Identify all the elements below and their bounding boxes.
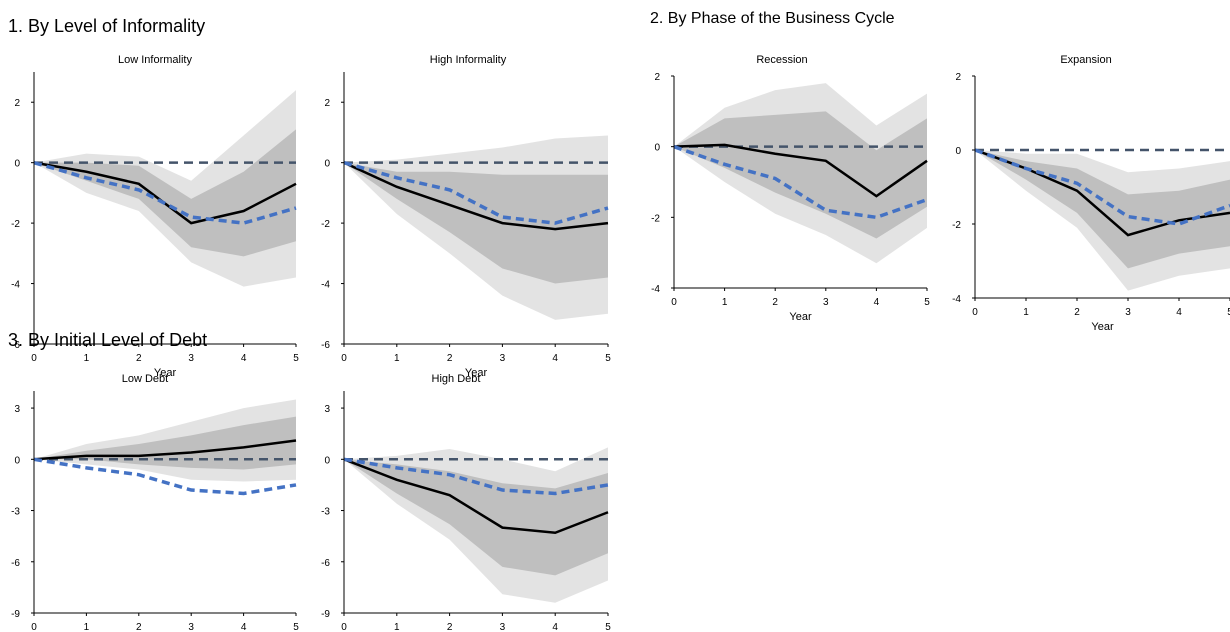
x-tick-label: 2: [772, 297, 778, 308]
x-tick-label: 0: [341, 353, 347, 364]
x-tick-label: 3: [188, 353, 194, 364]
x-tick-label: 2: [136, 353, 142, 364]
x-tick-label: 1: [84, 353, 90, 364]
x-tick-label: 2: [136, 622, 142, 632]
panel-title: High Informality: [430, 54, 507, 66]
x-tick-label: 1: [394, 353, 400, 364]
x-tick-label: 4: [552, 622, 558, 632]
y-tick-label: -2: [11, 219, 20, 230]
panel-expansion: -4 -2 0 2 0 1 2 3 4 5 Expansion Year: [952, 54, 1230, 333]
x-axis-label: Year: [154, 367, 177, 379]
x-tick-label: 1: [722, 297, 728, 308]
x-tick-label: 4: [874, 297, 880, 308]
x-tick-label: 3: [823, 297, 829, 308]
x-tick-label: 1: [394, 622, 400, 632]
section-title-informality: 1. By Level of Informality: [8, 16, 206, 36]
y-tick-label: 0: [324, 455, 330, 466]
x-axis-label: Year: [465, 367, 488, 379]
inner-confidence-band: [674, 111, 927, 239]
x-axis-label: Year: [789, 311, 812, 323]
panel-high-informality: -6 -4 -2 0 2 0 1 2 3 4 5 High Informality Year: [321, 54, 611, 379]
x-tick-label: 0: [972, 307, 978, 318]
panel-title: Expansion: [1060, 54, 1111, 66]
x-tick-label: 4: [241, 353, 247, 364]
dashed-line: [974, 148, 1230, 226]
x-tick-label: 2: [447, 353, 453, 364]
y-tick-label: -9: [321, 609, 330, 620]
x-tick-label: 2: [1074, 307, 1080, 318]
inner-confidence-band: [344, 162, 608, 284]
x-tick-label: 5: [1227, 307, 1230, 318]
main-line: [343, 458, 609, 535]
section-title-business-cycle: 2. By Phase of the Business Cycle: [650, 10, 895, 27]
x-tick-label: 5: [605, 622, 611, 632]
y-tick-label: -2: [321, 219, 330, 230]
x-tick-label: 4: [1176, 307, 1182, 318]
y-tick-label: -2: [952, 220, 961, 231]
x-tick-label: 5: [924, 297, 930, 308]
x-tick-label: 5: [293, 622, 299, 632]
y-tick-label: -3: [11, 507, 20, 518]
dashed-line: [343, 457, 609, 496]
main-line: [33, 439, 297, 461]
y-tick-label: -6: [321, 340, 330, 351]
panel-low-informality: -6 -4 -2 0 2 0 1 2 3 4 5 Low Informality Year: [11, 54, 299, 379]
panel-title: High Debt: [432, 373, 481, 385]
dashed-line: [673, 145, 928, 220]
x-tick-label: 3: [188, 622, 194, 632]
x-tick-label: 1: [84, 622, 90, 632]
x-tick-label: 5: [605, 353, 611, 364]
panel-title: Recession: [756, 54, 807, 66]
x-tick-label: 2: [447, 622, 453, 632]
y-tick-label: 2: [654, 72, 660, 83]
y-tick-label: -9: [11, 609, 20, 620]
y-tick-label: 0: [14, 159, 20, 170]
x-tick-label: 5: [293, 353, 299, 364]
main-line: [343, 161, 609, 231]
dashed-line: [343, 160, 609, 225]
y-tick-label: 2: [14, 98, 20, 109]
y-tick-label: -6: [321, 558, 330, 569]
dashed-line: [33, 160, 297, 225]
y-tick-label: -4: [952, 294, 961, 305]
y-tick-label: -4: [11, 280, 20, 291]
section-title-debt: 3. By Initial Level of Debt: [8, 330, 208, 350]
y-tick-label: -4: [321, 280, 330, 291]
panel-title: Low Debt: [122, 373, 168, 385]
y-tick-label: -6: [11, 558, 20, 569]
x-tick-label: 0: [31, 622, 37, 632]
x-tick-label: 3: [500, 622, 506, 632]
x-axis-label: Year: [1091, 321, 1114, 333]
main-line: [673, 143, 928, 198]
x-tick-label: 0: [671, 297, 677, 308]
x-tick-label: 4: [241, 622, 247, 632]
y-tick-label: 0: [955, 146, 961, 157]
inner-confidence-band: [34, 129, 296, 257]
inner-confidence-band: [344, 459, 608, 576]
x-tick-label: 4: [552, 353, 558, 364]
x-tick-label: 3: [1125, 307, 1131, 318]
dashed-line: [33, 457, 297, 496]
y-tick-label: -6: [11, 340, 20, 351]
y-tick-label: 0: [324, 159, 330, 170]
panel-title: Low Informality: [118, 54, 192, 66]
y-tick-label: 0: [654, 143, 660, 154]
x-tick-label: 1: [1023, 307, 1029, 318]
y-tick-label: 2: [324, 98, 330, 109]
y-tick-label: -2: [651, 213, 660, 224]
y-tick-label: -3: [321, 507, 330, 518]
x-tick-label: 3: [500, 353, 506, 364]
y-tick-label: 2: [955, 72, 961, 83]
panel-recession: -4 -2 0 2 0 1 2 3 4 5 Recession Year: [651, 54, 930, 323]
y-tick-label: 3: [324, 404, 330, 415]
y-tick-label: 0: [14, 455, 20, 466]
x-tick-label: 0: [31, 353, 37, 364]
y-tick-label: -4: [651, 284, 660, 295]
y-tick-label: 3: [14, 404, 20, 415]
inner-confidence-band: [975, 150, 1230, 269]
x-tick-label: 0: [341, 622, 347, 632]
